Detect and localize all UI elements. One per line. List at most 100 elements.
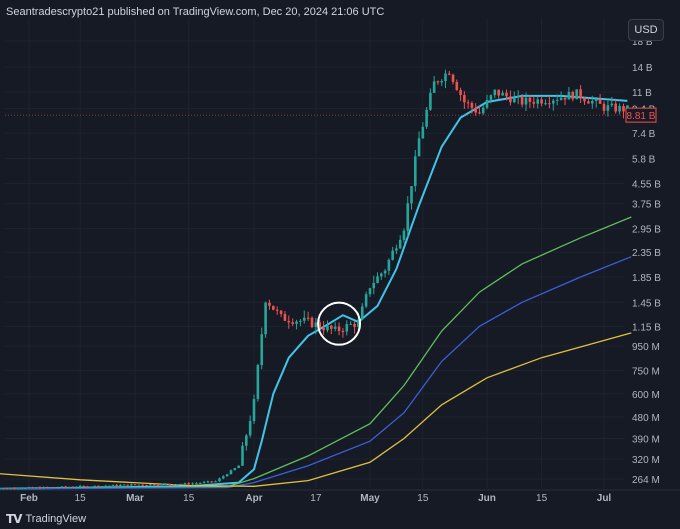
candle-body bbox=[357, 319, 360, 327]
x-tick-label: 15 bbox=[536, 493, 548, 504]
candle-body bbox=[579, 89, 582, 99]
candle-body bbox=[295, 321, 298, 324]
candle-body bbox=[614, 103, 617, 112]
ma-line-green bbox=[0, 216, 632, 490]
x-tick-label: 15 bbox=[183, 493, 195, 504]
candle-body bbox=[318, 322, 322, 328]
candle-body bbox=[436, 81, 440, 83]
x-axis[interactable]: Feb 15 Mar 15 Apr 17 May 15 Jun 15 Jul bbox=[0, 489, 680, 504]
candle-body bbox=[501, 92, 504, 96]
x-tick-label: Jul bbox=[597, 493, 612, 504]
candle-body bbox=[149, 484, 152, 486]
candle-body bbox=[509, 96, 512, 103]
candle-body bbox=[532, 101, 536, 104]
y-tick-label: 950 M bbox=[632, 342, 660, 353]
candle-body bbox=[571, 91, 575, 100]
candle-body bbox=[587, 101, 590, 104]
candle-body bbox=[206, 481, 210, 483]
candle-body bbox=[337, 326, 341, 331]
y-tick-label: 390 M bbox=[632, 435, 660, 446]
candle-body bbox=[520, 96, 524, 105]
candle-body bbox=[444, 73, 447, 82]
candle-body bbox=[440, 81, 444, 83]
candle-body bbox=[164, 483, 168, 485]
y-tick-label: 7.4 B bbox=[632, 129, 656, 140]
candle-body bbox=[229, 470, 233, 475]
candle-body bbox=[368, 288, 372, 295]
candle-body bbox=[432, 81, 436, 93]
candle-body bbox=[330, 325, 333, 329]
candle-body bbox=[191, 483, 194, 485]
candle-body bbox=[119, 484, 122, 486]
candle-body bbox=[466, 102, 470, 104]
candle-body bbox=[314, 322, 318, 328]
candle-body bbox=[49, 487, 53, 489]
y-tick-label: 2.95 B bbox=[632, 225, 661, 236]
candle-body bbox=[198, 482, 202, 484]
candle-body bbox=[567, 91, 571, 100]
candle-body bbox=[421, 126, 425, 139]
candle-body bbox=[183, 483, 187, 485]
tradingview-footer[interactable]: 𝗧𝗩 TradingView bbox=[6, 512, 86, 526]
y-tick-label: 1.45 B bbox=[632, 298, 661, 309]
candle-body bbox=[540, 99, 543, 104]
candle-body bbox=[252, 399, 256, 422]
candle-body bbox=[256, 365, 260, 400]
candle-body bbox=[42, 487, 45, 489]
candle-body bbox=[376, 276, 379, 284]
candle-body bbox=[299, 320, 302, 322]
y-tick-label: 750 M bbox=[632, 367, 660, 378]
x-tick-label: 15 bbox=[417, 493, 429, 504]
y-tick-label: 480 M bbox=[632, 413, 660, 424]
candle-body bbox=[248, 421, 252, 436]
candle-body bbox=[402, 230, 406, 240]
candle-body bbox=[516, 96, 520, 98]
candle-body bbox=[126, 484, 129, 486]
candle-body bbox=[559, 97, 563, 100]
candle-body bbox=[528, 97, 532, 102]
moving-average-lines bbox=[0, 94, 632, 490]
candle-body bbox=[5, 488, 9, 490]
candle-body bbox=[306, 317, 310, 319]
candle-body bbox=[133, 484, 137, 486]
candle-body bbox=[575, 89, 578, 100]
candle-body bbox=[410, 186, 413, 204]
y-axis[interactable]: 18 B14 B11 B9.4 B7.4 B5.8 B4.55 B3.75 B2… bbox=[632, 37, 661, 486]
candle-body bbox=[364, 294, 368, 307]
candle-body bbox=[602, 103, 606, 111]
y-tick-label: 3.75 B bbox=[632, 200, 661, 211]
candle-body bbox=[75, 487, 78, 489]
currency-button[interactable]: USD bbox=[628, 19, 664, 41]
candle-body bbox=[9, 488, 13, 490]
candle-body bbox=[493, 89, 497, 96]
candle-body bbox=[156, 484, 160, 486]
candle-body bbox=[122, 484, 126, 486]
highlight-circle-ring bbox=[317, 301, 362, 346]
x-tick-label: Mar bbox=[126, 493, 144, 504]
y-tick-label: 1.15 B bbox=[632, 322, 661, 333]
candle-body bbox=[552, 100, 555, 104]
candle-body bbox=[583, 98, 586, 102]
candle-body bbox=[395, 248, 398, 251]
candle-body bbox=[53, 487, 56, 489]
candle-body bbox=[241, 445, 244, 466]
candle-body bbox=[360, 306, 364, 320]
candle-body bbox=[513, 97, 516, 103]
candle-body bbox=[594, 99, 598, 101]
y-tick-label: 4.55 B bbox=[632, 180, 661, 191]
candle-body bbox=[598, 99, 602, 104]
ma-line-blue bbox=[0, 256, 632, 490]
current-price-label: 8.81 B bbox=[627, 111, 656, 122]
candle-body bbox=[417, 138, 421, 157]
candle-body bbox=[349, 323, 352, 325]
candle-body bbox=[563, 97, 567, 100]
candle-body bbox=[27, 487, 31, 489]
candle-body bbox=[260, 334, 264, 366]
candle-body bbox=[141, 484, 144, 486]
candle-body bbox=[398, 239, 402, 249]
candle-body bbox=[97, 485, 100, 487]
y-tick-label: 1.85 B bbox=[632, 273, 661, 284]
x-tick-label: 17 bbox=[310, 493, 322, 504]
candle-body bbox=[544, 103, 547, 105]
